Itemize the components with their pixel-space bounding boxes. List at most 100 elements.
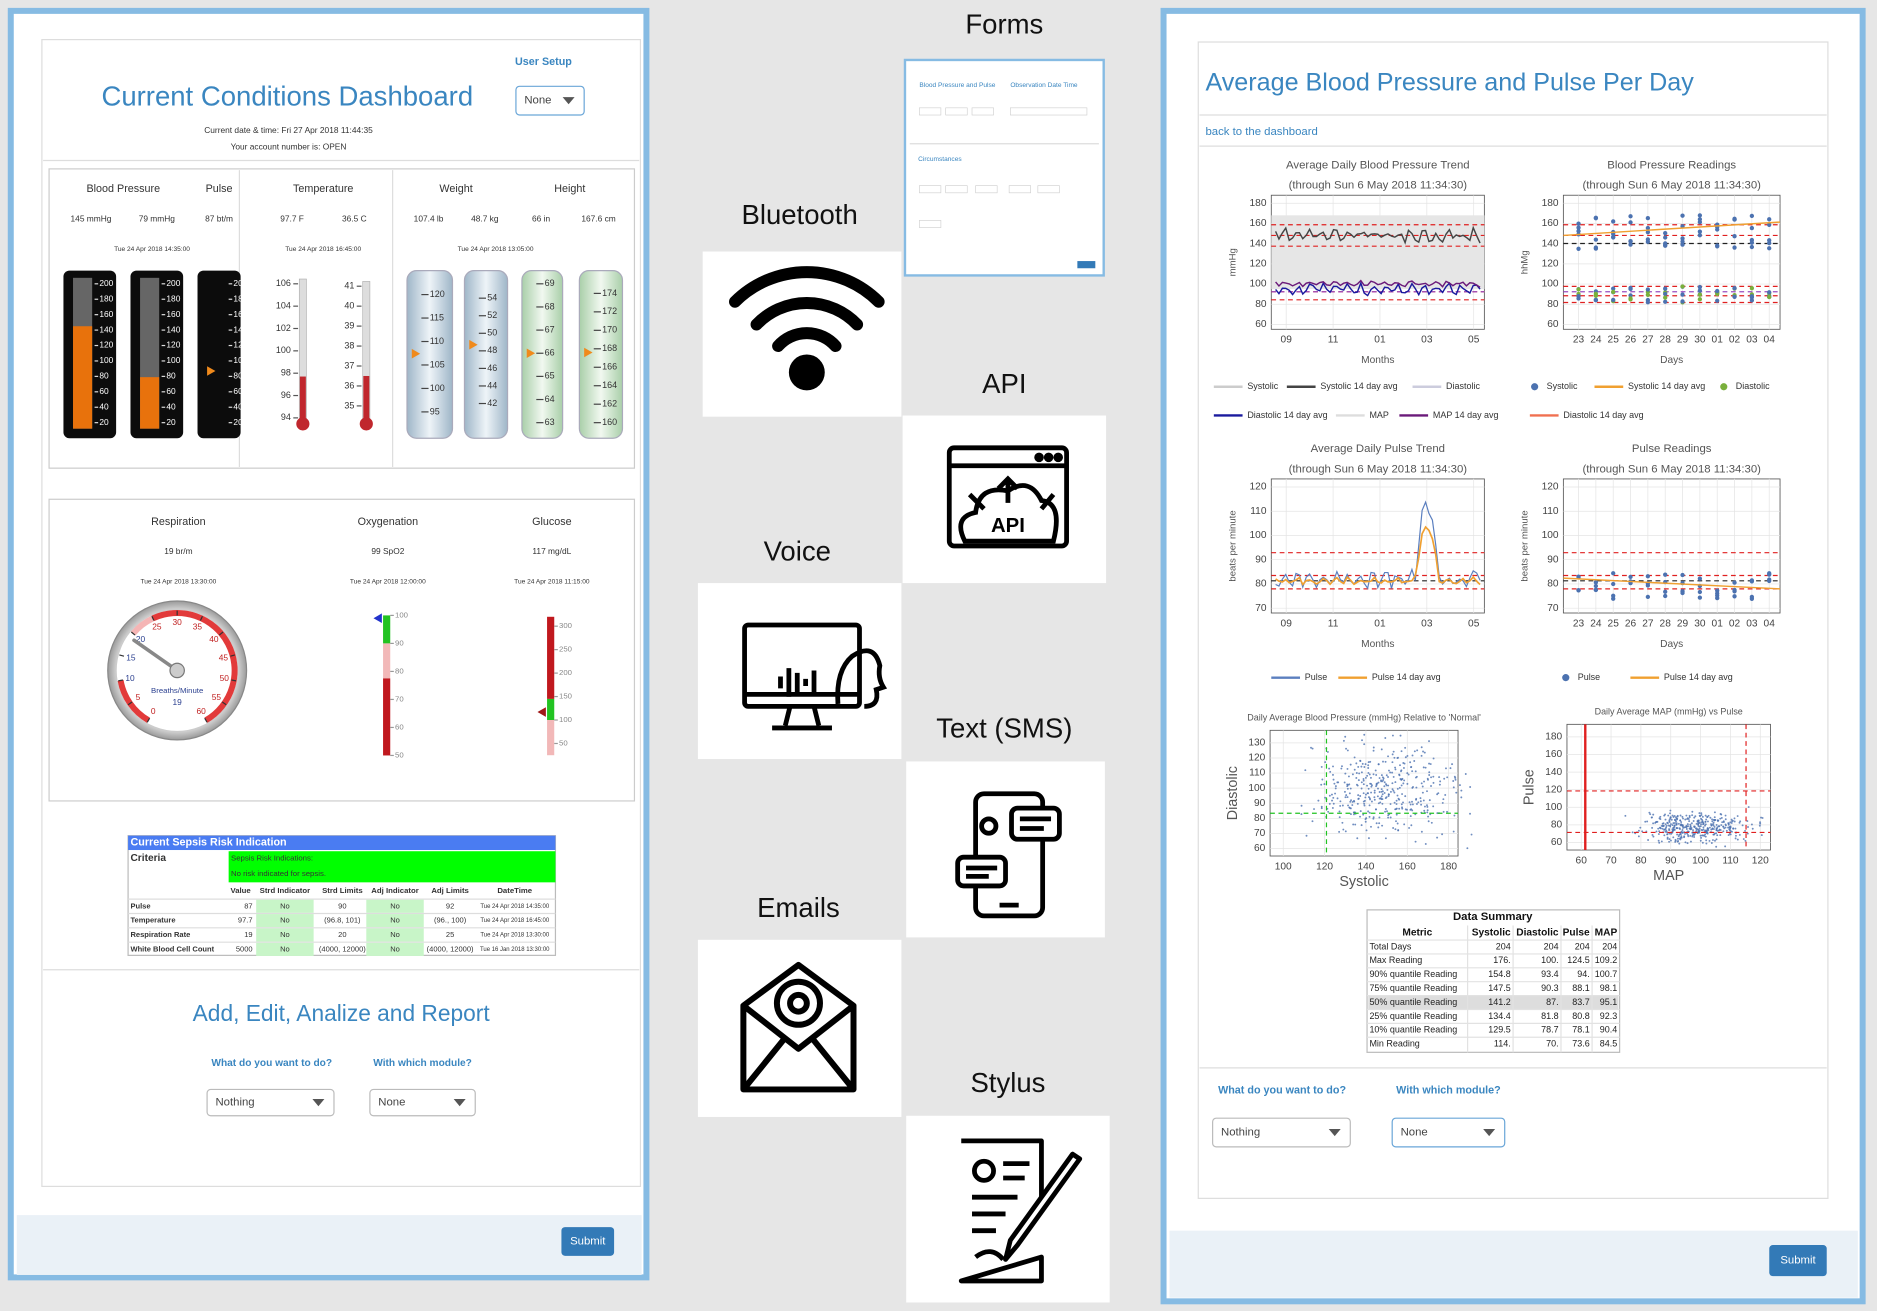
submit-button[interactable] bbox=[1769, 1245, 1827, 1277]
scatter-point bbox=[1727, 826, 1730, 829]
scatter-point bbox=[1661, 827, 1664, 830]
scatter-point bbox=[1384, 837, 1387, 840]
scatter-point bbox=[1767, 572, 1772, 577]
scatter-point bbox=[1361, 739, 1363, 742]
scatter-point bbox=[1432, 775, 1435, 778]
scatter-point bbox=[1356, 837, 1359, 840]
submit-button[interactable] bbox=[561, 1227, 615, 1256]
scatter-point bbox=[1369, 760, 1372, 763]
scatter-point bbox=[1453, 814, 1456, 817]
table-header: Adj Indicator bbox=[371, 886, 418, 895]
tick bbox=[231, 679, 237, 682]
scatter-point bbox=[1593, 215, 1599, 220]
chart: 120 110 100 90 80 70 09 11 01 03 05 Average Daily P… bbox=[1228, 443, 1485, 682]
scatter-point bbox=[1645, 300, 1651, 305]
dropdown[interactable] bbox=[206, 1088, 335, 1117]
scatter-point bbox=[1351, 800, 1354, 803]
tick-label: 02 bbox=[1729, 335, 1741, 346]
scatter-point bbox=[1697, 284, 1703, 290]
scatter-point bbox=[1664, 830, 1667, 833]
scatter-point bbox=[1677, 822, 1680, 825]
scatter-point bbox=[1382, 777, 1385, 780]
tick bbox=[230, 654, 236, 657]
scatter-point bbox=[1692, 820, 1695, 822]
scatter-point bbox=[1611, 234, 1616, 240]
scatter-point bbox=[1410, 766, 1412, 769]
scatter-point bbox=[1339, 800, 1342, 803]
tick-label: 120 bbox=[1542, 259, 1559, 270]
tick-label: 04 bbox=[1764, 618, 1776, 629]
scatter-point bbox=[1662, 825, 1664, 828]
scatter-point bbox=[1452, 830, 1455, 833]
scatter-point bbox=[1628, 214, 1633, 219]
legend-swatch bbox=[1562, 674, 1570, 682]
scatter-point bbox=[1675, 816, 1677, 819]
form-label: What do you want to do? bbox=[211, 1058, 332, 1069]
scatter-point bbox=[1320, 783, 1323, 786]
dropdown[interactable] bbox=[1391, 1117, 1506, 1148]
scatter-point bbox=[1437, 792, 1440, 795]
scatter-point bbox=[1628, 574, 1633, 580]
table-cell: 176. bbox=[1493, 955, 1510, 965]
tick-label: 29 bbox=[1677, 335, 1689, 346]
tick-label: 164 bbox=[602, 380, 617, 390]
tick-label: 100 bbox=[276, 345, 291, 355]
scatter-point bbox=[1357, 797, 1360, 800]
scatter-point bbox=[1657, 839, 1660, 842]
table-cell: 92.3 bbox=[1600, 1011, 1617, 1021]
scatter-point bbox=[1712, 824, 1715, 827]
scatter-point bbox=[1716, 819, 1719, 822]
scatter-point bbox=[1691, 810, 1694, 813]
voice-tile bbox=[697, 583, 902, 760]
scatter-point bbox=[1334, 787, 1337, 790]
scatter-point bbox=[1679, 814, 1682, 817]
scatter-point bbox=[1715, 298, 1720, 303]
scatter-point bbox=[1719, 829, 1722, 831]
scatter-point bbox=[1729, 826, 1732, 829]
scatter-point bbox=[1377, 802, 1380, 805]
scatter-point bbox=[1697, 229, 1703, 234]
dial-unit: Breaths/Minute bbox=[151, 686, 203, 695]
tick-label: 160 bbox=[99, 309, 113, 319]
legend-label: Pulse bbox=[1305, 672, 1327, 682]
legend-label: Diastolic 14 day avg bbox=[1247, 410, 1327, 420]
scatter-point bbox=[1700, 836, 1703, 839]
scatter-point bbox=[1672, 822, 1675, 825]
form-text: Circumstances bbox=[918, 156, 962, 163]
scatter-point bbox=[1691, 814, 1694, 817]
dropdown[interactable] bbox=[1212, 1117, 1351, 1148]
table-cell: 204 bbox=[1544, 941, 1559, 951]
dropdown[interactable] bbox=[369, 1088, 476, 1117]
row-highlight bbox=[1368, 995, 1619, 1010]
scatter-point bbox=[1368, 811, 1371, 814]
scatter-point bbox=[1593, 583, 1599, 589]
scatter-point bbox=[1383, 792, 1386, 794]
scatter-point bbox=[1673, 826, 1676, 829]
scatter-point bbox=[1411, 786, 1414, 789]
scatter-point bbox=[1404, 795, 1407, 798]
scatter-point bbox=[1669, 817, 1672, 820]
scatter-point bbox=[1386, 810, 1388, 813]
cell-bg bbox=[366, 928, 424, 942]
table-cell: 78.7 bbox=[1541, 1025, 1558, 1035]
scatter-point bbox=[1669, 809, 1672, 812]
scatter-point bbox=[1668, 840, 1671, 843]
scatter-point bbox=[1464, 773, 1467, 775]
scatter-point bbox=[1767, 246, 1772, 251]
scatter-point bbox=[1387, 776, 1389, 778]
scatter-point bbox=[1710, 824, 1713, 827]
scatter-point bbox=[1715, 244, 1720, 249]
table-cell: (4000, 12000) bbox=[319, 944, 366, 953]
scatter-point bbox=[1374, 769, 1377, 772]
scatter-point bbox=[1313, 808, 1315, 811]
scatter-point bbox=[1684, 826, 1687, 828]
scatter-point bbox=[1353, 756, 1356, 759]
tick-label: 80 bbox=[1255, 299, 1267, 310]
vital-time: Tue 24 Apr 2018 16:45:00 bbox=[285, 246, 361, 253]
scatter-point bbox=[1593, 245, 1599, 250]
scatter-point bbox=[1400, 784, 1403, 787]
dropdown[interactable] bbox=[515, 85, 585, 116]
tick-label: 170 bbox=[602, 325, 617, 335]
scatter-point bbox=[1749, 294, 1755, 299]
scatter-point bbox=[1337, 781, 1340, 784]
